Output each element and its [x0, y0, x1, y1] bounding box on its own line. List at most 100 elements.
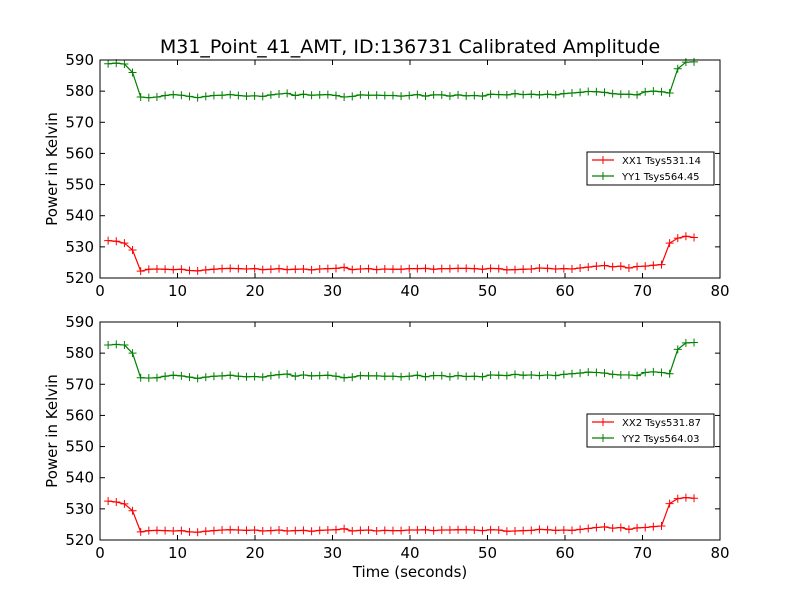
- data-point: [486, 370, 495, 379]
- data-point: [445, 92, 454, 101]
- data-point: [242, 526, 251, 535]
- data-point: [592, 523, 601, 532]
- data-point: [144, 374, 153, 383]
- data-point: [380, 91, 389, 100]
- data-point: [429, 90, 438, 99]
- data-point: [421, 525, 430, 534]
- data-point: [559, 526, 568, 535]
- data-point: [372, 371, 381, 380]
- data-point: [152, 93, 161, 102]
- legend: XX1 Tsys531.14 YY1 Tsys564.45: [586, 151, 715, 186]
- data-point: [283, 89, 292, 98]
- x-tick-label: 40: [400, 282, 419, 300]
- data-point: [397, 92, 406, 101]
- data-point: [681, 338, 690, 347]
- data-point: [681, 493, 690, 502]
- data-point: [405, 372, 414, 381]
- data-point: [120, 60, 129, 69]
- data-point: [551, 526, 560, 535]
- data-point: [340, 93, 349, 102]
- data-point: [519, 265, 528, 274]
- data-point: [511, 526, 520, 535]
- data-point: [307, 527, 316, 536]
- data-point: [494, 264, 503, 273]
- data-point: [445, 264, 454, 273]
- data-point: [649, 522, 658, 531]
- legend-marker: [599, 156, 607, 164]
- x-tick-label: 20: [245, 282, 264, 300]
- x-tick-label: 30: [323, 282, 342, 300]
- data-point: [185, 92, 194, 101]
- data-point: [567, 526, 576, 535]
- data-point: [340, 524, 349, 533]
- data-point: [275, 264, 284, 273]
- data-point: [372, 526, 381, 535]
- data-point: [462, 264, 471, 273]
- data-point: [665, 499, 674, 508]
- data-point: [250, 526, 259, 535]
- data-point: [633, 371, 642, 380]
- data-point: [331, 264, 340, 273]
- data-point: [649, 261, 658, 270]
- data-point: [128, 245, 137, 254]
- data-point: [218, 526, 227, 535]
- data-point: [234, 372, 243, 381]
- data-point: [641, 262, 650, 271]
- data-point: [584, 368, 593, 377]
- data-point: [486, 90, 495, 99]
- data-point: [209, 265, 218, 274]
- data-point: [567, 369, 576, 378]
- legend-marker: [599, 418, 607, 426]
- data-point: [535, 371, 544, 380]
- data-point: [234, 264, 243, 273]
- data-point: [657, 260, 666, 269]
- data-point: [519, 526, 528, 535]
- data-point: [250, 264, 259, 273]
- data-point: [462, 372, 471, 381]
- data-point: [600, 522, 609, 531]
- y-tick-label: 550: [65, 438, 94, 456]
- data-point: [226, 90, 235, 99]
- data-point: [209, 372, 218, 381]
- data-point: [291, 526, 300, 535]
- x-tick-label: 20: [245, 544, 264, 562]
- data-point: [364, 371, 373, 380]
- data-point: [104, 59, 113, 68]
- data-point: [323, 90, 332, 99]
- data-point: [462, 525, 471, 534]
- data-point: [177, 371, 186, 380]
- data-point: [576, 264, 585, 273]
- data-point: [511, 265, 520, 274]
- data-point: [315, 264, 324, 273]
- data-point: [275, 370, 284, 379]
- data-point: [169, 526, 178, 535]
- data-point: [226, 264, 235, 273]
- data-point: [331, 91, 340, 100]
- data-point: [657, 368, 666, 377]
- data-point: [543, 264, 552, 273]
- legend-box: [586, 413, 715, 448]
- data-point: [218, 91, 227, 100]
- data-point: [673, 345, 682, 354]
- data-point: [120, 239, 129, 248]
- data-point: [104, 497, 113, 506]
- data-point: [128, 349, 137, 358]
- data-point: [690, 233, 699, 242]
- data-point: [104, 236, 113, 245]
- data-point: [193, 93, 202, 102]
- x-tick-label: 70: [633, 282, 652, 300]
- data-point: [201, 373, 210, 382]
- data-point: [242, 372, 251, 381]
- data-point: [502, 527, 511, 536]
- data-point: [161, 265, 170, 274]
- data-point: [299, 526, 308, 535]
- data-point: [673, 494, 682, 503]
- data-point: [266, 526, 275, 535]
- data-point: [283, 265, 292, 274]
- data-point: [348, 373, 357, 382]
- x-tick-label: 60: [555, 544, 574, 562]
- y-tick-label: 590: [65, 51, 94, 69]
- data-point: [323, 526, 332, 535]
- data-point: [152, 373, 161, 382]
- data-point: [608, 370, 617, 379]
